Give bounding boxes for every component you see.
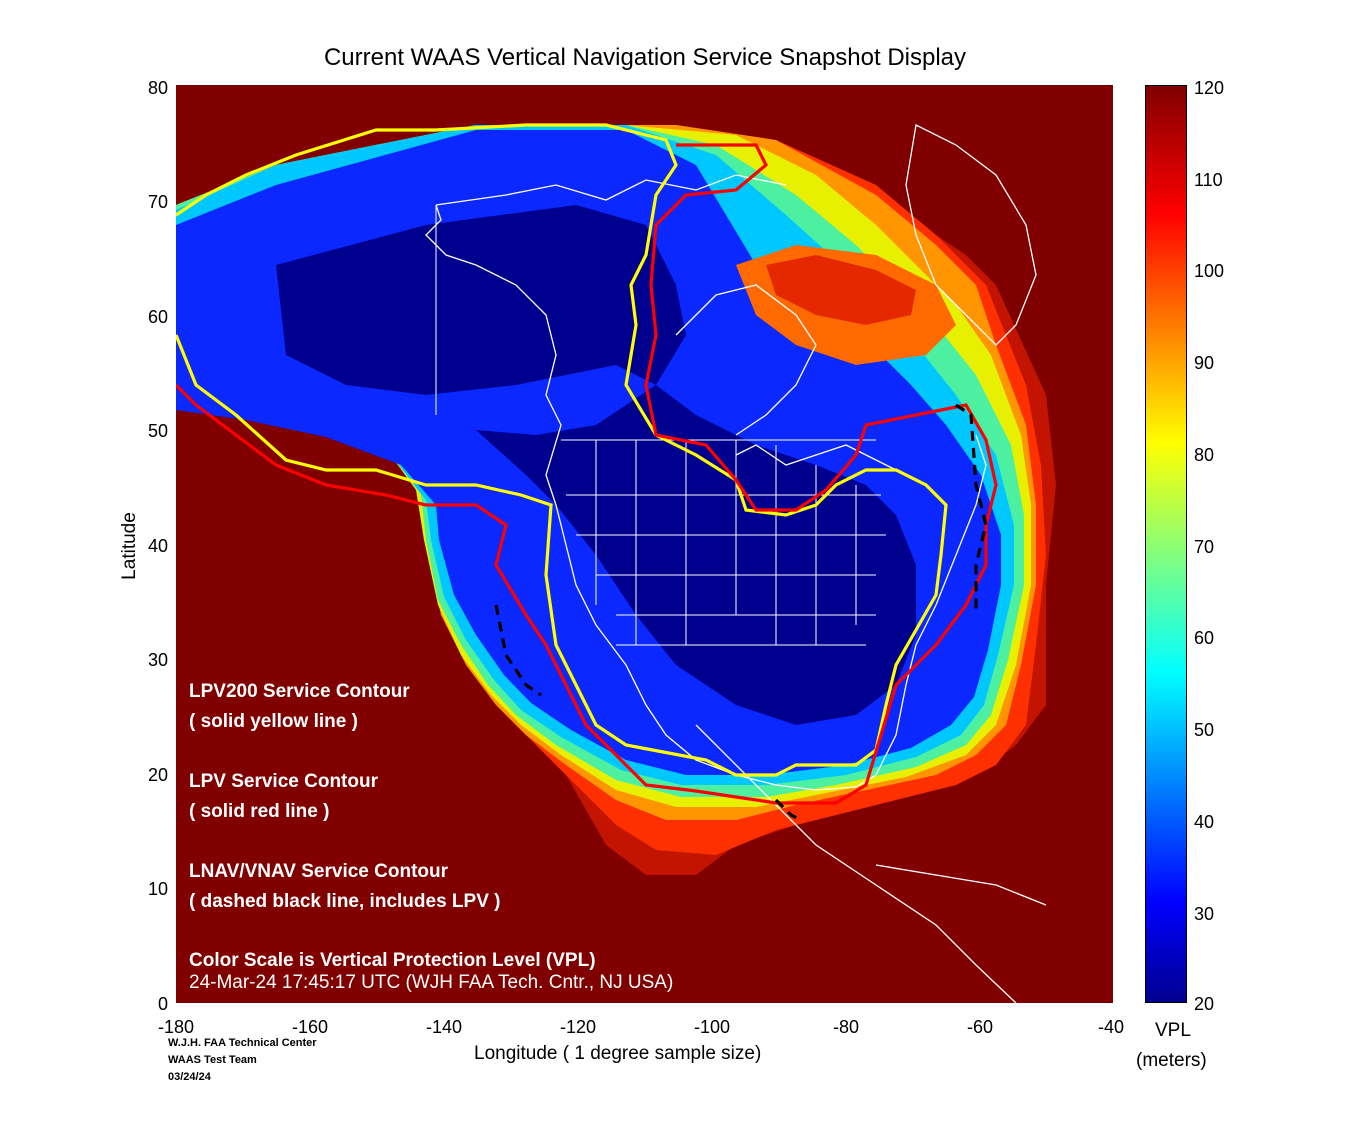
y-tick-label: 20 xyxy=(147,765,168,785)
lnav-legend-title: LNAV/VNAV Service Contour xyxy=(189,861,449,882)
footer-date: 03/24/24 xyxy=(168,1071,211,1083)
y-tick-label: 50 xyxy=(147,421,168,441)
colorbar-tick-label: 70 xyxy=(1194,537,1215,557)
lnav-legend-sub: ( dashed black line, includes LPV ) xyxy=(189,891,501,912)
x-tick-label: -180 xyxy=(157,1017,195,1037)
x-axis-label: Longitude ( 1 degree sample size) xyxy=(474,1043,762,1064)
y-tick-label: 80 xyxy=(147,78,168,98)
y-tick-label: 10 xyxy=(147,879,168,899)
footer-org: W.J.H. FAA Technical Center xyxy=(168,1037,317,1049)
state-borders xyxy=(435,205,886,646)
timestamp: 24-Mar-24 17:45:17 UTC (WJH FAA Tech. Cn… xyxy=(189,972,674,993)
x-tick-label: -40 xyxy=(1097,1017,1124,1037)
color-scale-note: Color Scale is Vertical Protection Level… xyxy=(189,950,596,971)
x-tick-label: -160 xyxy=(291,1017,329,1037)
colorbar-tick-label: 20 xyxy=(1194,994,1215,1014)
colorbar xyxy=(1145,85,1187,1003)
colorbar-tick-label: 80 xyxy=(1194,445,1215,465)
lnav-vnav-contour xyxy=(494,604,542,697)
y-tick-label: 30 xyxy=(147,650,168,670)
colorbar-tick-label: 100 xyxy=(1194,261,1225,281)
vpl-hotspot-north-core xyxy=(766,255,916,325)
colorbar-label: VPL xyxy=(1155,1020,1191,1041)
chart-title: Current WAAS Vertical Navigation Service… xyxy=(323,44,967,71)
lpv200-legend-sub: ( solid yellow line ) xyxy=(189,711,358,732)
x-tick-label: -140 xyxy=(425,1017,463,1037)
lnav-vnav-contour-east xyxy=(955,403,988,610)
footer-team: WAAS Test Team xyxy=(168,1054,257,1066)
lpv200-contour xyxy=(176,123,948,777)
y-tick-label: 40 xyxy=(147,536,168,556)
y-tick-label: 60 xyxy=(147,307,168,327)
vpl-map xyxy=(176,85,1113,1003)
y-tick-label: 70 xyxy=(147,192,168,212)
x-tick-label: -100 xyxy=(693,1017,731,1037)
lpv200-legend-title: LPV200 Service Contour xyxy=(189,681,410,702)
colorbar-unit: (meters) xyxy=(1136,1050,1207,1071)
y-tick-label: 0 xyxy=(157,994,168,1014)
colorbar-tick-label: 50 xyxy=(1194,720,1215,740)
colorbar-tick-label: 60 xyxy=(1194,628,1215,648)
lpv-legend-title: LPV Service Contour xyxy=(189,771,378,792)
lpv-legend-sub: ( solid red line ) xyxy=(189,801,330,822)
colorbar-tick-label: 110 xyxy=(1194,170,1223,190)
colorbar-tick-label: 120 xyxy=(1194,78,1225,98)
colorbar-tick-label: 90 xyxy=(1194,353,1215,373)
y-axis-label: Latitude xyxy=(119,512,140,580)
x-tick-label: -80 xyxy=(832,1017,859,1037)
coastlines xyxy=(425,124,1047,1003)
lnav-vnav-contour-south xyxy=(774,798,802,822)
colorbar-tick-label: 30 xyxy=(1194,904,1215,924)
x-tick-label: -120 xyxy=(559,1017,597,1037)
x-tick-label: -60 xyxy=(966,1017,993,1037)
colorbar-tick-label: 40 xyxy=(1194,812,1215,832)
